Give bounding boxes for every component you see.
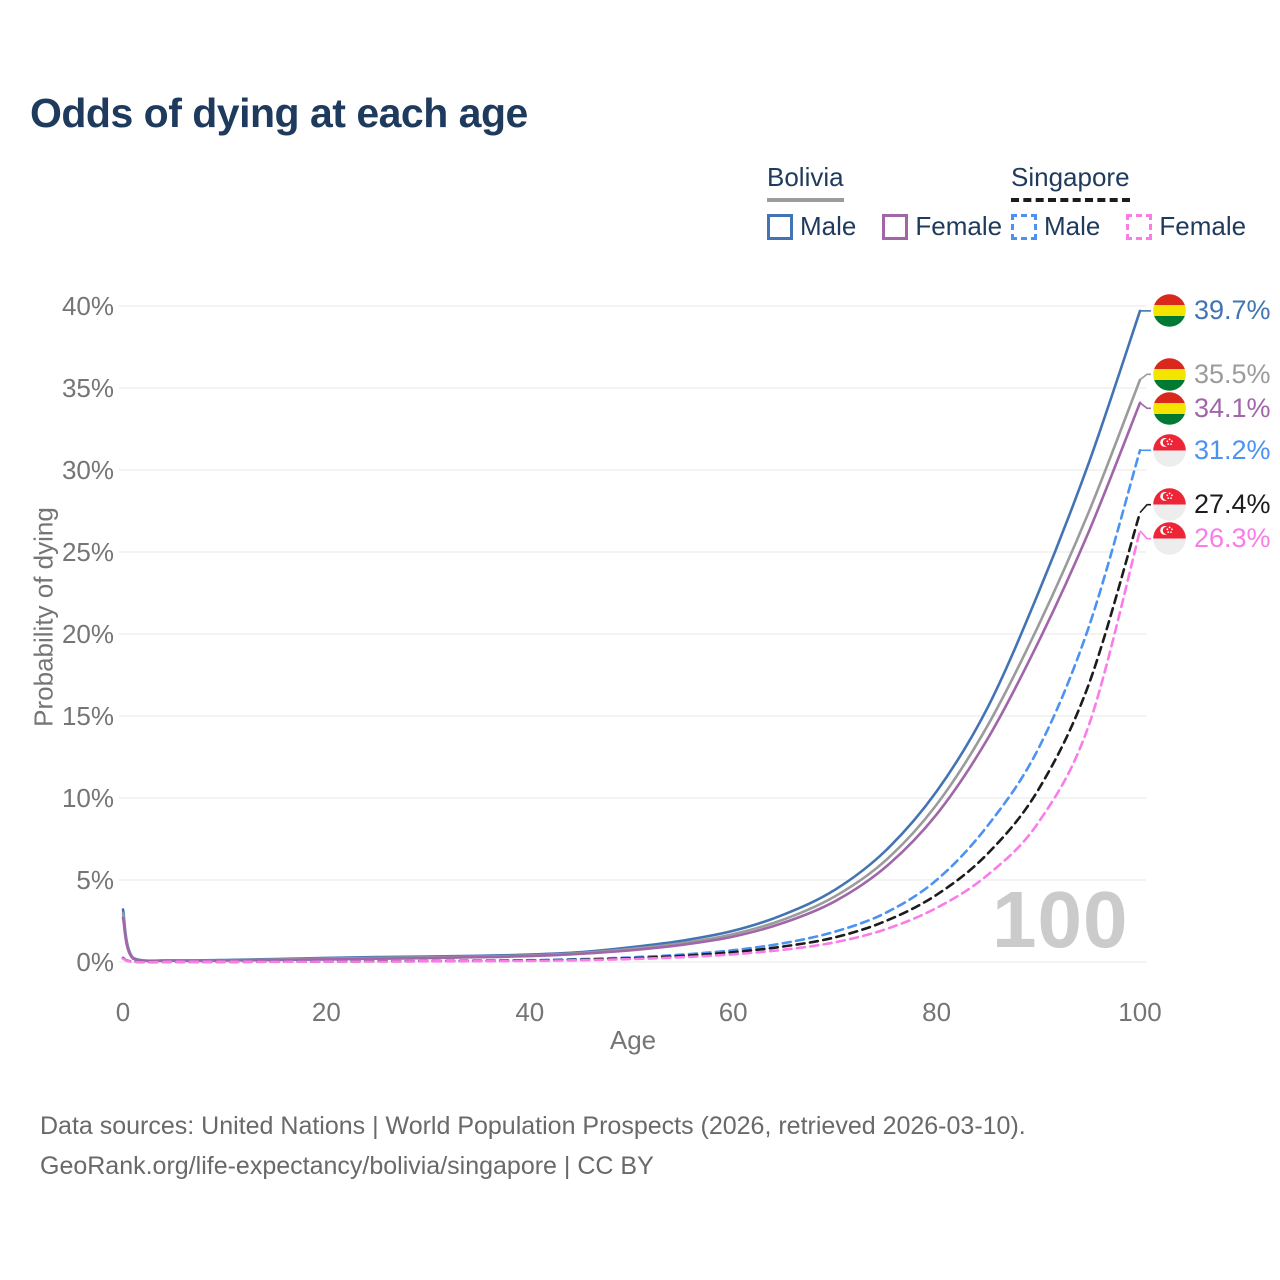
bolivia-flag-icon (1153, 391, 1186, 425)
end-label-connector (1139, 503, 1151, 514)
legend-item-singapore-female[interactable]: Female (1126, 211, 1246, 242)
legend-item-bolivia-male[interactable]: Male (767, 211, 856, 242)
y-tick-label: 5% (76, 865, 114, 895)
y-tick-label: 30% (61, 455, 114, 485)
series-line-bolivia_female (121, 401, 1142, 963)
x-tick-label: 60 (718, 997, 748, 1027)
series-line-singapore_both (121, 511, 1142, 964)
end-label-value: 31.2% (1194, 434, 1271, 465)
end-label-value: 26.3% (1194, 523, 1271, 554)
singapore-flag-icon (1153, 522, 1186, 555)
legend-country-singapore[interactable]: Singapore (1011, 162, 1130, 202)
series-line-singapore_female (121, 529, 1142, 964)
end-label-singapore_both: 27.4% (1153, 488, 1271, 522)
end-label-bolivia_male: 39.7% (1153, 294, 1271, 328)
bolivia-male-swatch-icon (767, 213, 793, 240)
bolivia-female-swatch-icon (882, 213, 909, 240)
y-axis-title: Probability of dying (28, 507, 59, 727)
end-label-connector (1139, 402, 1151, 410)
end-label-bolivia_both: 35.5% (1153, 357, 1271, 391)
y-tick-label: 40% (61, 291, 114, 321)
end-label-value: 34.1% (1194, 392, 1271, 423)
legend-item-label: Male (1044, 211, 1101, 241)
age-watermark: 100 (992, 875, 1129, 964)
x-tick-label: 20 (311, 997, 341, 1027)
x-tick-label: 40 (515, 997, 545, 1027)
end-label-connector (1139, 373, 1151, 381)
legend-item-label: Female (915, 211, 1003, 241)
data-source-line: Data sources: United Nations | World Pop… (40, 1112, 1026, 1140)
end-label-value: 35.5% (1194, 358, 1271, 389)
singapore-male-swatch-icon (1011, 213, 1037, 240)
legend-item-singapore-male[interactable]: Male (1011, 211, 1100, 242)
y-tick-label: 20% (61, 619, 114, 649)
end-label-singapore_female: 26.3% (1153, 522, 1271, 556)
x-tick-label: 80 (922, 997, 952, 1027)
series-line-bolivia_male (121, 309, 1142, 962)
legend-item-label: Female (1159, 211, 1247, 241)
legend-group-bolivia: Bolivia Male Female (767, 162, 1002, 242)
legend-country-bolivia[interactable]: Bolivia (767, 162, 844, 202)
x-axis-title: Age (609, 1025, 657, 1055)
series-line-singapore_male (121, 449, 1142, 964)
end-label-singapore_male: 31.2% (1153, 433, 1271, 467)
singapore-female-swatch-icon (1126, 213, 1153, 240)
bolivia-flag-icon (1153, 357, 1186, 391)
legend-group-singapore: Singapore Male Female (1011, 162, 1246, 242)
x-tick-label: 0 (115, 997, 131, 1027)
singapore-flag-icon (1153, 488, 1186, 521)
page-title: Odds of dying at each age (30, 90, 528, 136)
series-line-bolivia_both (121, 378, 1142, 963)
legend-item-label: Male (800, 211, 857, 241)
bolivia-flag-icon (1153, 294, 1186, 328)
footer: Data sources: United Nations | World Pop… (40, 1106, 1026, 1186)
end-label-connector (1139, 530, 1151, 540)
y-tick-label: 25% (61, 537, 114, 567)
singapore-flag-icon (1153, 434, 1186, 467)
y-tick-label: 35% (61, 373, 114, 403)
x-tick-label: 100 (1118, 997, 1162, 1027)
y-tick-label: 15% (61, 701, 114, 731)
attribution-line: GeoRank.org/life-expectancy/bolivia/sing… (40, 1152, 654, 1180)
y-tick-label: 0% (76, 947, 114, 977)
legend-item-bolivia-female[interactable]: Female (882, 211, 1002, 242)
end-label-bolivia_female: 34.1% (1153, 391, 1271, 425)
end-label-value: 27.4% (1194, 489, 1271, 520)
y-tick-label: 10% (61, 783, 114, 813)
end-label-value: 39.7% (1194, 295, 1271, 326)
